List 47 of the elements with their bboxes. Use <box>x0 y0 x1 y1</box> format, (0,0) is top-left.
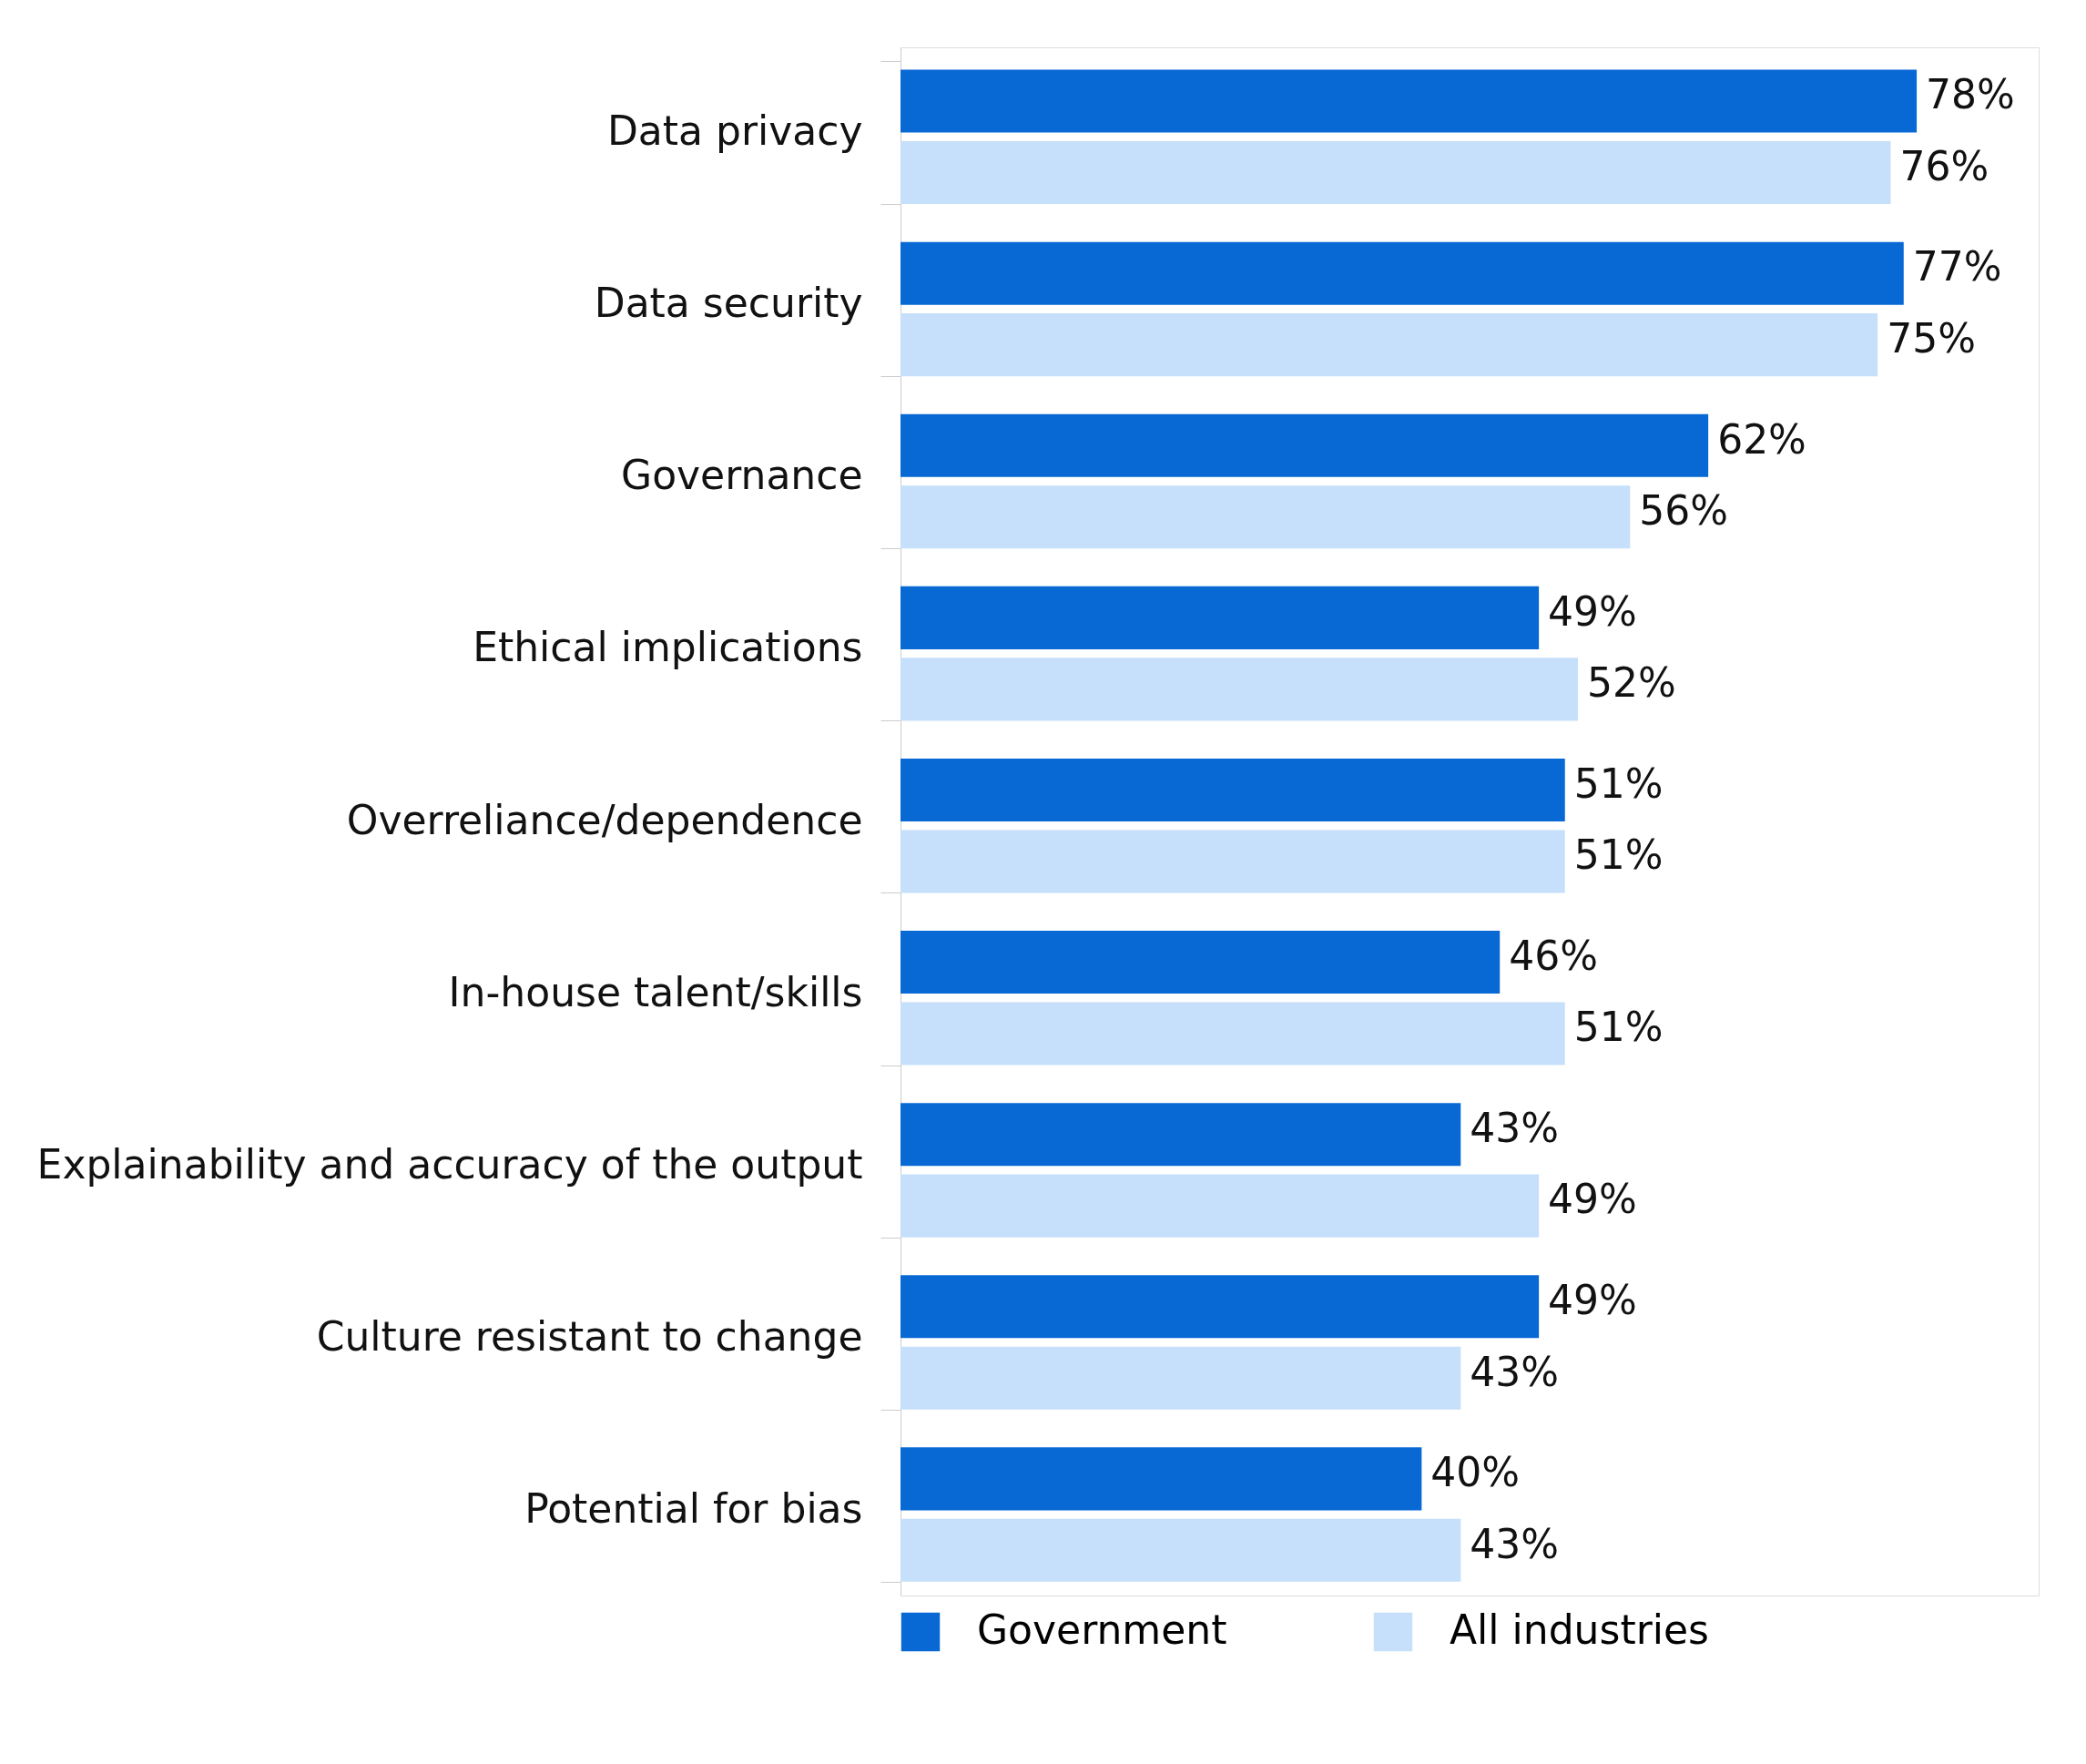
data-label: 43% <box>1470 1348 1560 1395</box>
bar <box>901 1447 1422 1511</box>
bar <box>901 485 1631 549</box>
bar <box>901 758 1565 821</box>
data-label: 51% <box>1573 760 1664 807</box>
y-tick-label: Data privacy <box>606 107 863 155</box>
data-label: 77% <box>1912 243 2002 291</box>
data-label: 49% <box>1548 1176 1637 1223</box>
bar <box>901 586 1540 649</box>
bar <box>901 413 1709 477</box>
data-label: 43% <box>1470 1520 1560 1567</box>
bar <box>901 830 1565 893</box>
data-label: 51% <box>1573 1004 1664 1051</box>
bar <box>901 241 1904 305</box>
y-tick-label: Explainability and accuracy of the output <box>36 1140 863 1188</box>
bar <box>901 1518 1461 1582</box>
bar <box>901 658 1579 721</box>
bar <box>901 313 1878 377</box>
bar <box>901 1346 1461 1410</box>
data-label: 43% <box>1470 1104 1560 1151</box>
data-label: 46% <box>1509 932 1598 979</box>
data-label: 78% <box>1926 71 2015 118</box>
y-tick-label: Data security <box>594 280 863 327</box>
bar <box>901 1002 1565 1066</box>
data-label: 76% <box>1899 142 1989 189</box>
legend-label: Government <box>977 1606 1227 1653</box>
y-tick-label: Culture resistant to change <box>316 1312 863 1360</box>
bar <box>901 1174 1540 1238</box>
y-tick-label: Governance <box>621 452 863 499</box>
y-tick-label: Overreliance/dependence <box>346 796 863 843</box>
legend-label: All industries <box>1450 1606 1709 1653</box>
data-label: 51% <box>1573 831 1664 879</box>
bar <box>901 141 1891 205</box>
y-tick-label: Ethical implications <box>473 624 863 671</box>
data-label: 52% <box>1587 659 1676 707</box>
bar <box>901 69 1918 133</box>
data-label: 49% <box>1548 587 1637 635</box>
data-label: 62% <box>1717 415 1806 463</box>
y-tick-label: Potential for bias <box>524 1484 863 1532</box>
data-label: 40% <box>1430 1449 1521 1496</box>
data-label: 56% <box>1639 487 1729 535</box>
bar <box>901 931 1501 994</box>
y-tick-label: In-house talent/skills <box>448 968 863 1015</box>
bar <box>901 1275 1540 1339</box>
data-label: 49% <box>1548 1277 1637 1324</box>
data-label: 75% <box>1887 314 1976 362</box>
bar <box>901 1103 1461 1167</box>
